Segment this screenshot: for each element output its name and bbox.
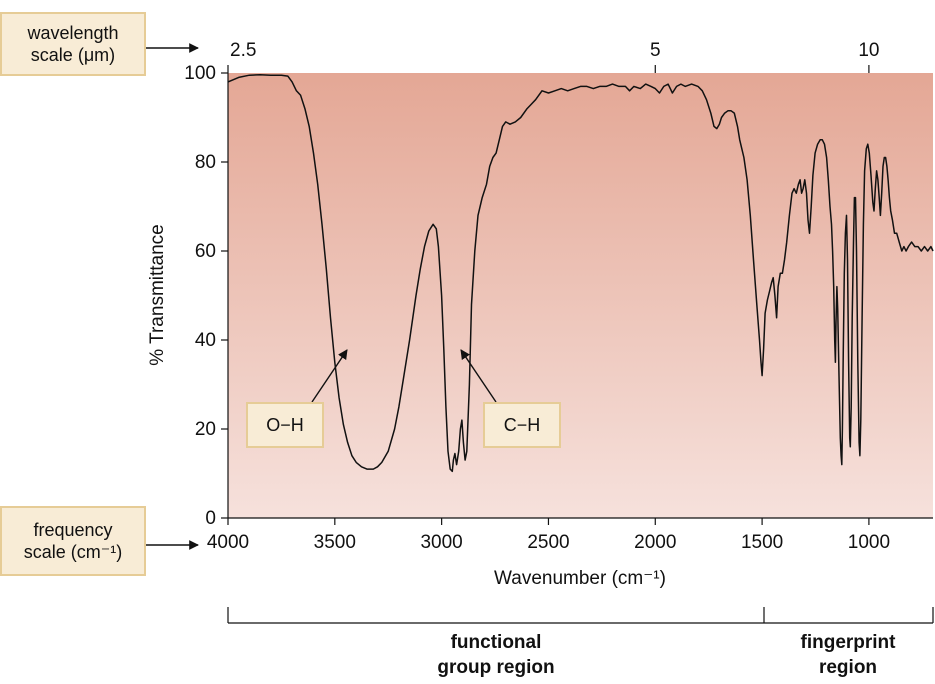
plot-area: [228, 73, 933, 518]
spectrum-line: [227, 74, 934, 473]
oh-annotation-arrow: [311, 349, 348, 403]
fingerprint-region-line-2: region: [818, 657, 878, 678]
y-axis-ticks: 0 20 40 60 80 100: [184, 63, 228, 529]
y-tick-label: 20: [195, 419, 216, 440]
y-tick-label: 40: [195, 330, 216, 351]
y-tick-label: 60: [195, 241, 216, 262]
x-tick-label: 1500: [741, 532, 783, 553]
spectrum-series: [227, 74, 934, 473]
x-tick-label: 2500: [527, 532, 569, 553]
oh-peak-label: O−H: [246, 402, 324, 448]
x-tick-label: 3500: [314, 532, 356, 553]
ch-peak-text: C−H: [503, 415, 541, 435]
top-axis-ticks: 2.5 5 10: [227, 40, 879, 73]
x-tick-label: 4000: [207, 532, 249, 553]
oh-peak-text: O−H: [266, 415, 304, 435]
y-tick-label: 100: [184, 63, 216, 84]
frequency-scale-line-1: frequency: [33, 520, 113, 540]
fingerprint-region-label: fingerprint region: [778, 630, 918, 680]
top-tick-label: 10: [858, 40, 879, 61]
wavelength-scale-callout: wavelength scale (μm): [0, 12, 146, 76]
x-axis-ticks: 4000 3500 3000 2500 2000 1500 1000: [207, 518, 890, 553]
y-tick-label: 80: [195, 152, 216, 173]
top-tick-label: 5: [650, 40, 661, 61]
frequency-scale-line-2: scale (cm⁻¹): [23, 542, 123, 562]
y-axis-label: % Transmittance: [147, 224, 168, 366]
x-tick-label: 3000: [420, 532, 462, 553]
functional-group-region-line-1: functional: [450, 632, 542, 653]
wavelength-scale-line-1: wavelength: [27, 23, 119, 43]
fingerprint-region-line-1: fingerprint: [800, 632, 896, 653]
wavelength-scale-line-2: scale (μm): [30, 45, 116, 65]
x-axis-label: Wavenumber (cm⁻¹): [494, 568, 666, 589]
x-tick-label: 1000: [848, 532, 890, 553]
x-tick-label: 2000: [634, 532, 676, 553]
ch-annotation-arrow: [460, 349, 497, 403]
y-tick-label: 0: [205, 508, 216, 529]
ch-peak-label: C−H: [483, 402, 561, 448]
frequency-scale-callout: frequency scale (cm⁻¹): [0, 506, 146, 576]
top-tick-label: 2.5: [230, 40, 256, 61]
functional-group-region-label: functional group region: [396, 630, 596, 680]
functional-group-region-line-2: group region: [437, 657, 555, 678]
